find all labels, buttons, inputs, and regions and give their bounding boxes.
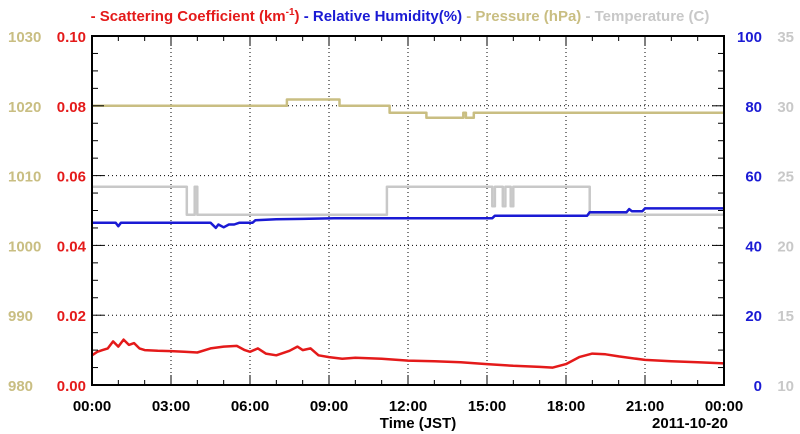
legend-entry: - Pressure (hPa) [462,8,581,25]
pressure-axis-label: 1020 [8,99,41,116]
x-tick-label: 00:00 [705,398,743,415]
humidity-axis-label: 100 [737,29,762,46]
pressure-axis-label: 1000 [8,238,41,255]
x-tick-label: 12:00 [389,398,427,415]
legend-text: - Scattering Coefficient (km-1) - Relati… [91,7,710,25]
x-tick-label: 21:00 [626,398,664,415]
axis-ticks [91,35,725,386]
pressure-axis-label: 1010 [8,169,41,186]
series-line-temperature [92,185,724,216]
x-tick-label: 06:00 [231,398,269,415]
pressure-axis-label: 990 [8,308,33,325]
legend-entry-tail: ) [295,8,300,25]
humidity-axis-label: 80 [745,99,762,116]
x-tick-label: 18:00 [547,398,585,415]
humidity-axis-label: 60 [745,169,762,186]
scattering-axis-label: 0.10 [57,29,86,46]
pressure-axis-label: 1030 [8,29,41,46]
x-tick-label: 00:00 [73,398,111,415]
scattering-axis-label: 0.06 [57,169,86,186]
legend-entry: - Scattering Coefficient (km [91,8,286,25]
temperature-axis-label: 30 [777,99,794,116]
legend-entry: - Temperature ( [581,8,693,25]
pressure-axis-label: 980 [8,378,33,395]
humidity-axis-label: 40 [745,238,762,255]
humidity-axis-label: 20 [745,308,762,325]
legend: - Scattering Coefficient (km-1) - Relati… [91,7,710,25]
x-tick-label: 09:00 [310,398,348,415]
temperature-axis-label: 15 [777,308,794,325]
legend-entry-tail: C) [694,8,710,25]
scattering-axis-label: 0.04 [57,238,87,255]
temperature-axis-label: 20 [777,238,794,255]
humidity-axis-label: 0 [754,378,762,395]
axis-labels: 00:00 03:00 06:00 09:00 12:00 15:00 18:00 21:00… [8,29,794,415]
scattering-axis-label: 0.00 [57,378,86,395]
x-axis-label: Time (JST) [380,415,456,432]
legend-entry: - Relative Humidity(%) [300,8,463,25]
legend-superscript: -1 [286,7,295,18]
x-tick-label: 03:00 [152,398,190,415]
series-lines [91,98,725,369]
scattering-axis-label: 0.08 [57,99,86,116]
grid [92,36,724,385]
series-line-pressure [92,98,724,119]
date-label: 2011-10-20 [652,415,728,432]
scattering-axis-label: 0.02 [57,308,86,325]
temperature-axis-label: 35 [777,29,794,46]
temperature-axis-label: 25 [777,169,794,186]
series-line-scattering [91,338,725,369]
series-line-humidity [92,207,724,230]
x-tick-label: 15:00 [468,398,506,415]
temperature-axis-label: 10 [777,378,794,395]
